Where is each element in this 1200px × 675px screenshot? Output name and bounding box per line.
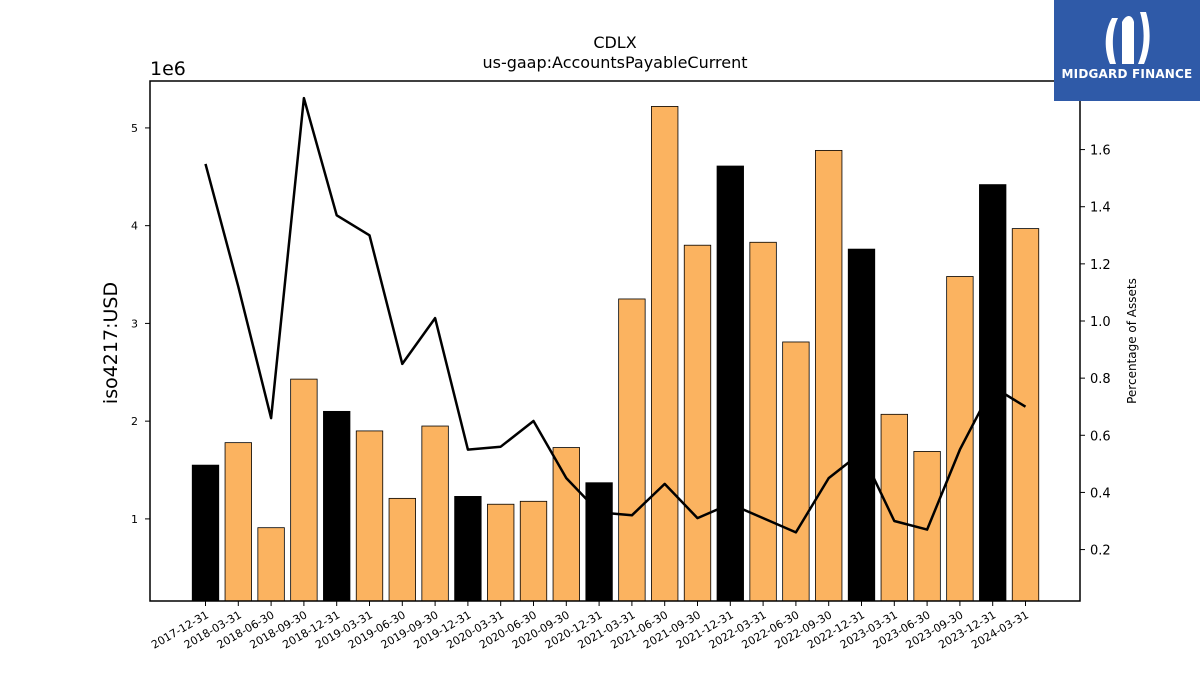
brand-logo: MIDGARD FINANCE <box>1054 0 1200 101</box>
bar <box>290 378 318 602</box>
y2-tick-label: 1.6 <box>1090 144 1111 159</box>
y-tick-label: 3 <box>131 317 138 330</box>
bar <box>815 149 843 602</box>
bar <box>585 482 613 602</box>
bar <box>519 500 548 602</box>
y2-tick-label: 1.4 <box>1090 201 1111 216</box>
y2-tick-label: 1.0 <box>1090 315 1111 330</box>
bar <box>454 496 482 602</box>
bar <box>323 410 351 602</box>
bar <box>224 442 252 602</box>
y2-tick-label: 1.2 <box>1090 258 1111 273</box>
bar <box>946 276 974 602</box>
chart-title: CDLX <box>593 33 637 52</box>
bar <box>847 248 876 602</box>
bar <box>683 244 712 602</box>
bar <box>749 241 777 602</box>
bar <box>487 503 515 602</box>
bar <box>716 165 744 602</box>
plot-frame <box>149 80 1081 602</box>
bar <box>552 447 580 602</box>
chart-subtitle: us-gaap:AccountsPayableCurrent <box>482 53 748 72</box>
midgard-logo-icon <box>1105 12 1150 64</box>
logo-text: MIDGARD FINANCE <box>1061 67 1193 81</box>
y2-tick-label: 0.6 <box>1090 429 1111 444</box>
bar <box>1011 228 1040 602</box>
y-tick-label: 5 <box>131 122 138 135</box>
bar <box>257 527 285 602</box>
bar <box>651 106 679 602</box>
bar <box>782 341 810 602</box>
bar <box>880 413 908 602</box>
y2-axis-label: Percentage of Assets <box>1125 278 1139 404</box>
y-offset-label: 1e6 <box>150 58 186 80</box>
y2-tick-label: 0.4 <box>1090 486 1111 501</box>
y-axis-label: iso4217:USD <box>100 282 122 404</box>
bar <box>421 425 449 602</box>
y2-tick-label: 0.8 <box>1090 372 1111 387</box>
y-tick-label: 4 <box>131 220 138 233</box>
bar <box>618 298 646 602</box>
bar <box>191 464 220 602</box>
y2-tick-label: 0.2 <box>1090 544 1111 559</box>
bar <box>388 497 416 602</box>
y-tick-label: 1 <box>131 513 138 526</box>
bar <box>355 430 384 602</box>
percentage-line <box>204 96 1027 534</box>
y-tick-label: 2 <box>131 415 138 428</box>
